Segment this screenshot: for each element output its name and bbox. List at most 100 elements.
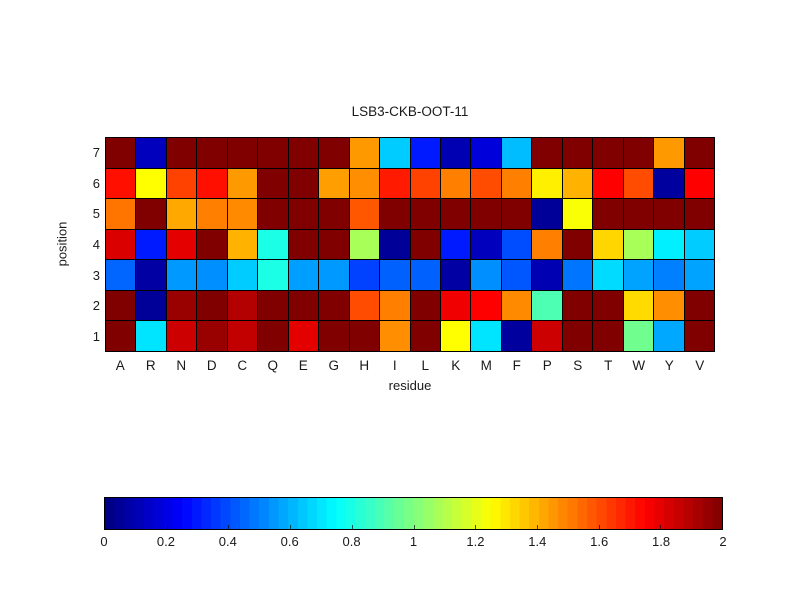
- heatmap-cell: [654, 260, 684, 290]
- heatmap-cell: [593, 138, 623, 168]
- x-tick-label: A: [115, 358, 125, 373]
- heatmap-cell: [532, 229, 562, 260]
- x-tick-label: Q: [267, 358, 278, 373]
- heatmap-cell: [197, 290, 227, 321]
- heatmap-cell: [501, 229, 532, 260]
- heatmap-cell: [471, 290, 501, 321]
- heatmap-cell: [319, 260, 349, 290]
- heatmap-cell: [349, 290, 380, 321]
- heatmap-cell: [471, 138, 501, 168]
- colorbar-tick-label: 1.2: [466, 534, 485, 549]
- heatmap-cell: [532, 321, 562, 351]
- heatmap-cell: [380, 260, 410, 290]
- heatmap-cell: [532, 138, 562, 168]
- heatmap-cell: [593, 199, 623, 229]
- heatmap-cell: [684, 321, 714, 351]
- heatmap-plot-area: [105, 137, 715, 352]
- heatmap-cell: [684, 290, 714, 321]
- heatmap-cell: [136, 229, 166, 260]
- heatmap-cell: [562, 290, 593, 321]
- heatmap-cell: [410, 199, 440, 229]
- heatmap-cell: [166, 168, 197, 199]
- y-tick-label: 2: [92, 298, 100, 314]
- colorbar-tick-label: 0.4: [218, 534, 237, 549]
- colorbar-tick-label: 1.4: [528, 534, 547, 549]
- heatmap-cell: [501, 260, 532, 290]
- x-tick-label: V: [695, 358, 705, 373]
- heatmap-cell: [106, 290, 136, 321]
- heatmap-cell: [136, 290, 166, 321]
- x-tick-label: Y: [664, 358, 674, 373]
- heatmap-cell: [410, 168, 440, 199]
- colorbar: [104, 497, 723, 530]
- colorbar-tick: [228, 525, 230, 529]
- y-tick-label: 3: [92, 267, 100, 283]
- colorbar-tick: [660, 525, 662, 529]
- colorbar-tick: [166, 525, 168, 529]
- heatmap-cell: [349, 168, 380, 199]
- heatmap-cell: [136, 168, 166, 199]
- heatmap-cell: [410, 229, 440, 260]
- x-tick-label: H: [359, 358, 370, 373]
- heatmap-cell: [654, 138, 684, 168]
- heatmap-cell: [654, 168, 684, 199]
- heatmap-cell: [136, 260, 166, 290]
- colorbar-tick: [598, 525, 600, 529]
- heatmap-cell: [106, 138, 136, 168]
- heatmap-cell: [166, 290, 197, 321]
- heatmap-cell: [106, 229, 136, 260]
- heatmap-cell: [623, 199, 654, 229]
- heatmap-cell: [319, 229, 349, 260]
- heatmap-cell: [501, 138, 532, 168]
- colorbar-tick-label: 0: [100, 534, 108, 549]
- colorbar-tick-label: 1: [409, 534, 418, 549]
- heatmap-cell: [197, 138, 227, 168]
- heatmap-cell: [471, 229, 501, 260]
- heatmap-cell: [410, 138, 440, 168]
- heatmap-cell: [166, 321, 197, 351]
- heatmap-cell: [319, 290, 349, 321]
- heatmap-cell: [562, 229, 593, 260]
- heatmap-cell: [440, 229, 471, 260]
- heatmap-cell: [593, 229, 623, 260]
- chart-title: LSB3-CKB-OOT-11: [351, 104, 469, 119]
- heatmap-cell: [288, 138, 319, 168]
- x-tick-label: D: [206, 358, 217, 373]
- heatmap-cell: [227, 260, 258, 290]
- x-tick-label: G: [328, 358, 339, 373]
- heatmap-cell: [440, 138, 471, 168]
- heatmap-cell: [593, 168, 623, 199]
- x-tick-label: K: [451, 358, 461, 373]
- heatmap-cell: [654, 199, 684, 229]
- heatmap-cell: [562, 199, 593, 229]
- heatmap-cell: [258, 229, 288, 260]
- heatmap-cell: [410, 290, 440, 321]
- heatmap-cell: [166, 138, 197, 168]
- heatmap-cell: [380, 290, 410, 321]
- heatmap-cell: [258, 321, 288, 351]
- heatmap-cell: [227, 199, 258, 229]
- heatmap-cell: [440, 260, 471, 290]
- heatmap-cell: [349, 199, 380, 229]
- heatmap-cell: [623, 168, 654, 199]
- heatmap-cell: [684, 260, 714, 290]
- heatmap-cell: [166, 199, 197, 229]
- heatmap-cell: [197, 321, 227, 351]
- heatmap-cell: [440, 290, 471, 321]
- y-tick-label: 5: [92, 206, 100, 222]
- heatmap-cell: [258, 138, 288, 168]
- heatmap-cell: [532, 168, 562, 199]
- y-tick-label: 6: [92, 175, 100, 191]
- heatmap-cell: [136, 199, 166, 229]
- x-tick-label: I: [392, 358, 397, 373]
- heatmap-cell: [623, 290, 654, 321]
- heatmap-cell: [258, 168, 288, 199]
- heatmap-cell: [471, 321, 501, 351]
- heatmap-cell: [623, 321, 654, 351]
- heatmap-cell: [562, 168, 593, 199]
- heatmap-cell: [440, 321, 471, 351]
- x-tick-label: T: [604, 358, 613, 373]
- heatmap-grid: [106, 138, 714, 351]
- x-tick-label: M: [480, 358, 492, 373]
